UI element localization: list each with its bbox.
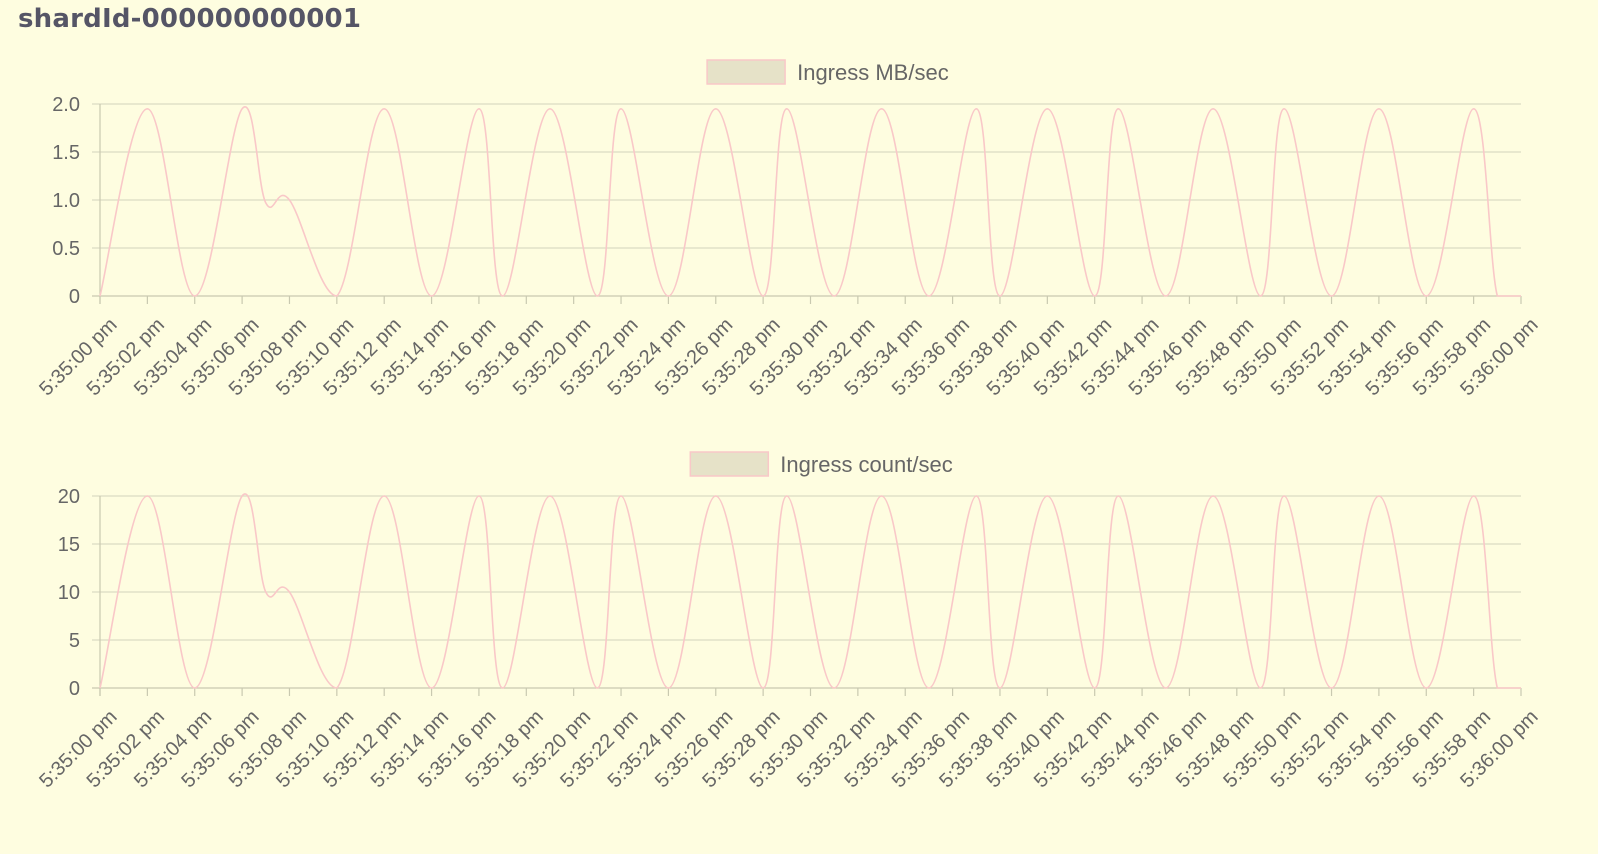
y-tick-label: 2.0: [52, 94, 80, 116]
legend-label: Ingress count/sec: [780, 452, 952, 477]
y-tick-label: 5: [69, 630, 80, 652]
y-tick-label: 1.5: [52, 142, 80, 164]
legend-swatch: [689, 451, 770, 477]
legend: Ingress MB/sec: [706, 59, 949, 85]
legend-swatch: [706, 59, 786, 85]
y-tick-label: 20: [58, 486, 80, 508]
y-tick-label: 1.0: [52, 190, 80, 212]
page-title: shardId-000000000001: [18, 4, 362, 34]
legend-label: Ingress MB/sec: [797, 60, 949, 85]
series-line: [99, 106, 1521, 297]
y-tick-label: 0: [69, 286, 80, 308]
y-tick-label: 10: [58, 582, 80, 604]
series-line: [99, 493, 1521, 689]
legend: Ingress count/sec: [689, 451, 953, 477]
y-tick-label: 0: [69, 678, 80, 700]
y-tick-label: 0.5: [52, 238, 80, 260]
y-tick-label: 15: [58, 534, 80, 556]
